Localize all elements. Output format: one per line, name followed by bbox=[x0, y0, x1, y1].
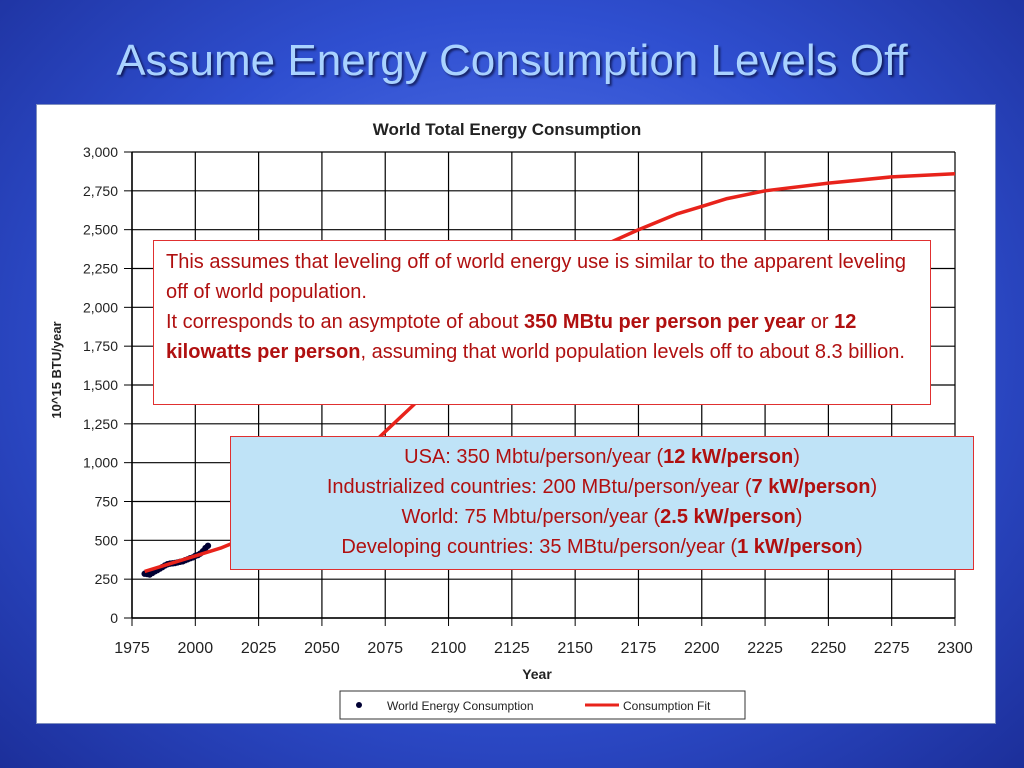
rate-text: Industrialized countries: 200 MBtu/perso… bbox=[326, 476, 752, 498]
x-tick-label: 2250 bbox=[811, 640, 847, 657]
x-tick-label: 2050 bbox=[304, 640, 340, 657]
assumption-callout: This assumes that leveling off of world … bbox=[153, 240, 931, 405]
energy-chart: 0 250 500 750 1,000 1,250 1,500 1,750 2,000 2,250… bbox=[49, 120, 973, 720]
x-tick-label: 2300 bbox=[937, 640, 973, 657]
y-tick-label: 0 bbox=[110, 610, 118, 626]
y-tick-label: 3,000 bbox=[83, 144, 118, 160]
chart-title: World Total Energy Consumption bbox=[373, 120, 642, 139]
chart-frame: 0 250 500 750 1,000 1,250 1,500 1,750 2,000 2,250… bbox=[36, 104, 996, 724]
rate-value: 2.5 kW/person bbox=[660, 506, 796, 528]
rate-text: ) bbox=[870, 476, 878, 498]
rate-line-developing: Developing countries: 35 MBtu/person/yea… bbox=[241, 532, 963, 562]
x-tick-label: 2200 bbox=[684, 640, 720, 657]
x-tick-label: 2225 bbox=[747, 640, 783, 657]
x-tick-label: 2275 bbox=[874, 640, 910, 657]
x-tick-label: 2000 bbox=[178, 640, 214, 657]
y-axis-label: 10^15 BTU/year bbox=[49, 321, 64, 418]
legend-label-consumption: World Energy Consumption bbox=[387, 699, 534, 713]
y-tick-label: 250 bbox=[95, 571, 119, 587]
x-tick-label: 2025 bbox=[241, 640, 277, 657]
rate-value: 12 kW/person bbox=[663, 446, 794, 468]
rate-text: Developing countries: 35 MBtu/person/yea… bbox=[341, 536, 738, 558]
assumption-text-2a: It corresponds to an asymptote of about bbox=[166, 311, 524, 333]
y-tick-label: 1,000 bbox=[83, 455, 118, 471]
rate-line-industrialized: Industrialized countries: 200 MBtu/perso… bbox=[241, 472, 963, 502]
x-tick-label: 2125 bbox=[494, 640, 530, 657]
legend-marker-consumption bbox=[356, 702, 362, 708]
chart-axes: 0 250 500 750 1,000 1,250 1,500 1,750 2,000 2,250… bbox=[83, 144, 973, 657]
rate-text: USA: 350 Mbtu/person/year ( bbox=[404, 446, 664, 468]
y-tick-label: 750 bbox=[95, 494, 119, 510]
rate-text: World: 75 Mbtu/person/year ( bbox=[401, 506, 661, 528]
y-tick-label: 1,750 bbox=[83, 338, 118, 354]
x-tick-label: 2075 bbox=[367, 640, 403, 657]
y-tick-label: 1,500 bbox=[83, 377, 118, 393]
assumption-highlight-kw: 12 kilowatts per person bbox=[166, 311, 857, 363]
per-capita-rates-callout: USA: 350 Mbtu/person/year (12 kW/person)… bbox=[230, 436, 974, 570]
y-tick-label: 2,500 bbox=[83, 222, 118, 238]
chart-legend: World Energy Consumption Consumption Fit bbox=[339, 690, 746, 720]
assumption-highlight-mbtu: 350 MBtu per person per year bbox=[524, 311, 806, 333]
legend-label-fit: Consumption Fit bbox=[623, 699, 711, 713]
assumption-text-1: This assumes that leveling off of world … bbox=[166, 251, 907, 303]
rate-text: ) bbox=[856, 536, 863, 558]
assumption-text-2e: , assuming that world population levels … bbox=[360, 341, 905, 363]
assumption-text-2c: or bbox=[805, 311, 835, 333]
y-tick-label: 2,750 bbox=[83, 183, 118, 199]
rate-text: ) bbox=[793, 446, 800, 468]
rate-value: 1 kW/person bbox=[737, 536, 856, 558]
y-tick-label: 1,250 bbox=[83, 416, 118, 432]
y-tick-label: 2,250 bbox=[83, 261, 118, 277]
rate-value: 7 kW/person bbox=[751, 476, 871, 498]
data-point-world-energy bbox=[204, 542, 212, 549]
x-tick-label: 2100 bbox=[431, 640, 467, 657]
x-tick-label: 2150 bbox=[557, 640, 593, 657]
rate-line-usa: USA: 350 Mbtu/person/year (12 kW/person) bbox=[241, 442, 963, 472]
rate-text: ) bbox=[795, 506, 803, 528]
x-axis-label: Year bbox=[522, 666, 552, 682]
legend-box bbox=[339, 690, 746, 720]
slide-title: Assume Energy Consumption Levels Off bbox=[116, 36, 908, 85]
x-tick-label: 1975 bbox=[114, 640, 150, 657]
y-tick-label: 500 bbox=[95, 532, 119, 548]
rate-line-world: World: 75 Mbtu/person/year (2.5 kW/perso… bbox=[241, 502, 963, 532]
y-tick-label: 2,000 bbox=[83, 299, 118, 315]
x-tick-label: 2175 bbox=[621, 640, 657, 657]
